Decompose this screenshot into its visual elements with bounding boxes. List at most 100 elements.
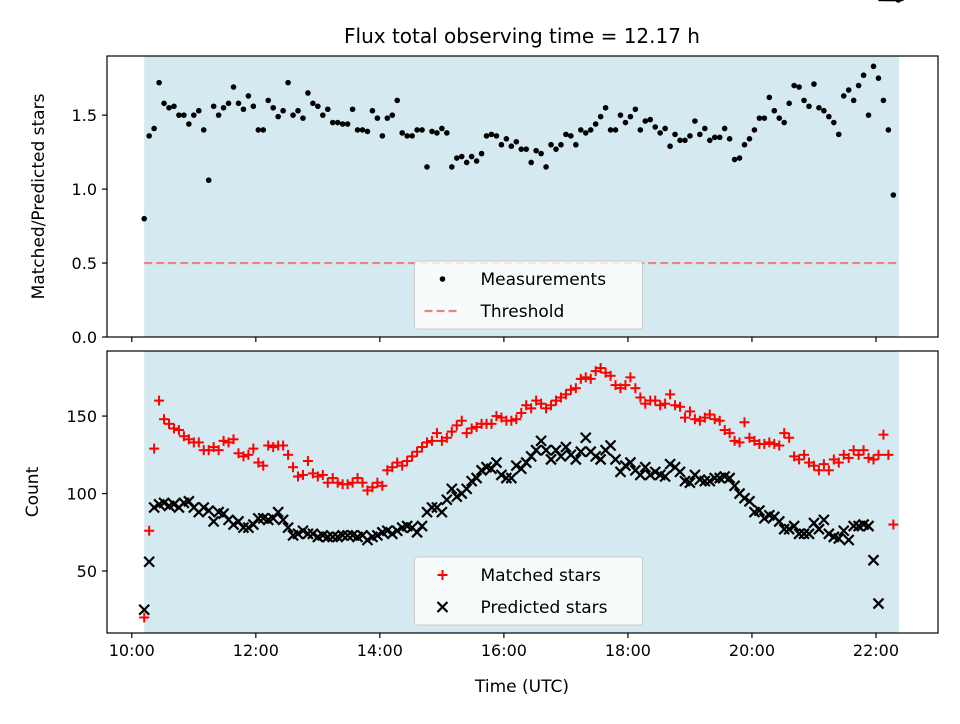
measurement-point bbox=[741, 141, 748, 148]
matched-star-point bbox=[759, 438, 770, 449]
predicted-star-point bbox=[832, 532, 845, 545]
measurement-point bbox=[806, 103, 812, 110]
matched-star-point bbox=[511, 414, 522, 425]
measurement-point bbox=[622, 119, 629, 126]
series-predicted-stars bbox=[138, 0, 904, 616]
predicted-star-point bbox=[237, 521, 250, 534]
matched-star-point bbox=[660, 398, 671, 409]
predicted-star-point bbox=[639, 461, 652, 473]
matched-star-point bbox=[367, 482, 378, 493]
measurement-point bbox=[315, 103, 321, 110]
predicted-star-point bbox=[872, 597, 885, 610]
predicted-star-point bbox=[505, 472, 518, 484]
predicted-star-point bbox=[753, 504, 766, 517]
predicted-star-point bbox=[634, 469, 647, 481]
measurement-point bbox=[880, 97, 887, 104]
matched-star-point bbox=[769, 438, 780, 449]
matched-star-point bbox=[506, 415, 517, 426]
measurement-point bbox=[553, 146, 559, 152]
measurement-point bbox=[324, 106, 331, 113]
predicted-star-point bbox=[708, 472, 721, 484]
measurement-point bbox=[493, 133, 500, 139]
matched-star-point bbox=[173, 425, 184, 436]
matched-star-point bbox=[446, 426, 457, 437]
matched-star-point bbox=[466, 423, 477, 434]
measurement-point bbox=[245, 93, 252, 99]
matched-star-point bbox=[560, 389, 571, 400]
matched-star-point bbox=[764, 437, 775, 448]
matched-star-point bbox=[799, 449, 810, 460]
measurement-point bbox=[860, 72, 867, 79]
predicted-star-point bbox=[867, 554, 880, 566]
measurement-point bbox=[478, 150, 485, 157]
measurement-point bbox=[548, 141, 554, 148]
matched-star-point bbox=[154, 395, 165, 406]
predicted-star-point bbox=[143, 555, 155, 568]
predicted-star-point bbox=[540, 444, 552, 456]
measurement-point bbox=[513, 138, 520, 145]
measurement-point bbox=[215, 112, 222, 118]
measurement-point bbox=[161, 100, 167, 107]
matched-star-point bbox=[784, 432, 795, 443]
matched-star-point bbox=[575, 373, 586, 384]
measurement-point bbox=[826, 113, 832, 120]
measurement-point bbox=[865, 112, 872, 118]
measurement-point bbox=[255, 127, 262, 133]
measurement-point bbox=[697, 131, 703, 138]
measurement-point bbox=[726, 136, 733, 142]
matched-star-point bbox=[397, 460, 408, 471]
measurement-point bbox=[662, 125, 668, 132]
measurement-point bbox=[434, 130, 440, 136]
matched-star-point bbox=[421, 437, 432, 448]
predicted-star-point bbox=[282, 521, 294, 534]
legend: Measurements Threshold bbox=[414, 260, 643, 330]
predicted-star-point bbox=[699, 475, 711, 487]
legend-box bbox=[414, 260, 643, 330]
matched-star-point bbox=[878, 429, 889, 440]
measurement-point bbox=[558, 141, 564, 148]
measurement-point bbox=[210, 103, 217, 110]
measurement-point bbox=[563, 131, 569, 138]
predicted-star-point bbox=[555, 450, 567, 463]
matched-star-point bbox=[620, 380, 631, 391]
measurement-point bbox=[652, 124, 659, 130]
predicted-star-point bbox=[803, 528, 815, 540]
predicted-star-point bbox=[202, 504, 215, 517]
matched-star-point bbox=[689, 414, 700, 425]
predicted-star-point bbox=[793, 528, 805, 540]
measurement-point bbox=[702, 125, 708, 132]
measurement-point bbox=[305, 90, 311, 96]
measurement-point bbox=[637, 127, 644, 133]
measurement-point bbox=[359, 127, 366, 133]
matched-star-point bbox=[491, 411, 502, 422]
measurement-point bbox=[320, 112, 326, 118]
measurement-point bbox=[538, 150, 544, 157]
matched-star-point bbox=[144, 525, 155, 536]
measurement-point bbox=[146, 133, 152, 139]
predicted-star-point bbox=[818, 514, 830, 526]
measurement-point bbox=[657, 130, 663, 136]
measurement-point bbox=[181, 112, 187, 118]
measurement-point bbox=[587, 127, 594, 133]
measurement-point bbox=[796, 84, 802, 90]
measurement-point bbox=[384, 115, 391, 121]
measurement-point bbox=[870, 63, 877, 70]
matched-star-point bbox=[168, 423, 179, 434]
measurement-point bbox=[230, 84, 237, 90]
measurement-point bbox=[419, 127, 425, 133]
matched-star-point bbox=[317, 469, 328, 480]
predicted-star-point bbox=[436, 506, 448, 518]
legend-marker-x bbox=[436, 601, 449, 613]
matched-star-point bbox=[888, 519, 899, 530]
matched-star-point bbox=[605, 370, 616, 381]
measurement-point bbox=[220, 104, 227, 111]
measurement-point bbox=[850, 97, 857, 104]
measurement-point bbox=[736, 155, 743, 161]
measurement-point bbox=[295, 107, 301, 114]
predicted-star-point bbox=[674, 466, 686, 478]
predicted-star-point bbox=[813, 523, 825, 535]
measurement-point bbox=[543, 164, 549, 170]
predicted-star-point bbox=[302, 528, 314, 540]
matched-star-point bbox=[714, 415, 725, 426]
predicted-star-point bbox=[545, 453, 557, 466]
